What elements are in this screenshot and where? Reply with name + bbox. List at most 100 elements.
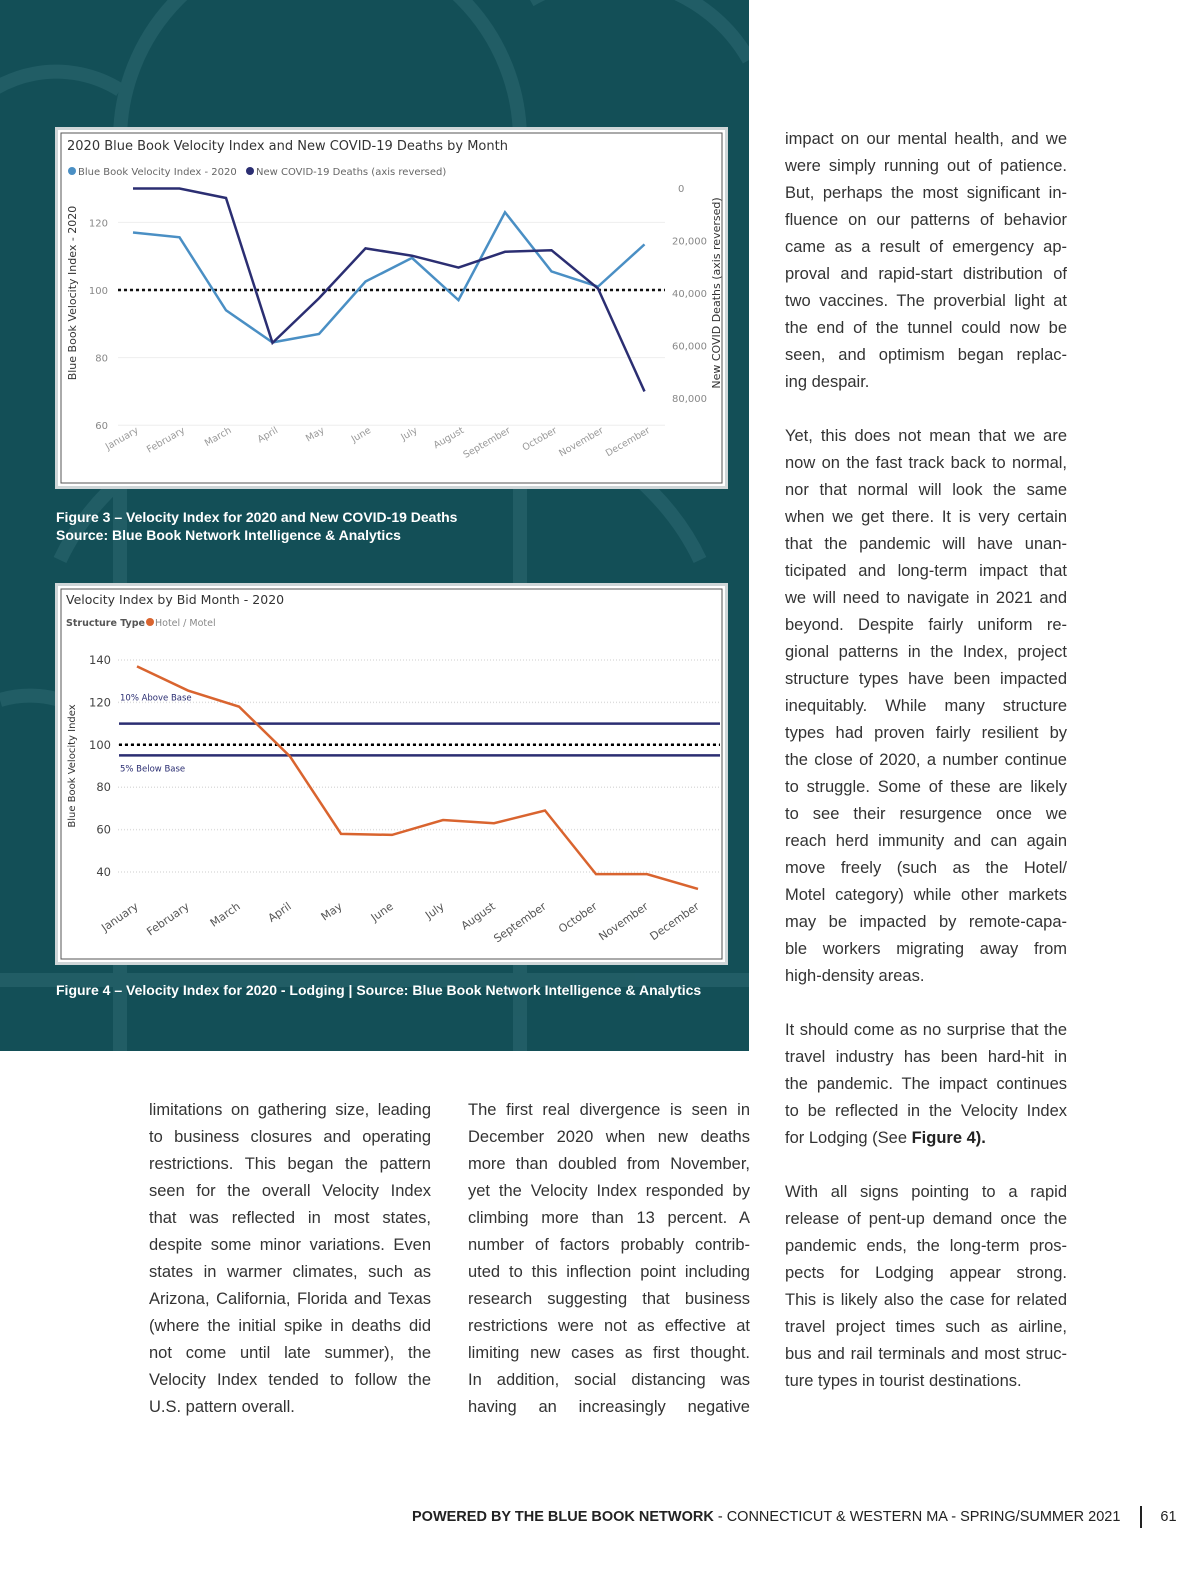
text-segment: the pandemic. The impact continues [785,1075,1067,1093]
text-line: In addition, social distancing was [468,1367,750,1394]
text-segment: two vaccines. The proverbial light at [785,292,1067,310]
x-tick-label: May [304,425,327,445]
text-line: But, perhaps the most significant in- [785,180,1067,207]
text-segment: that the pandemic will have unan- [785,535,1067,553]
text-segment: number of factors probably contrib- [468,1236,750,1254]
text-line: ture types in tourist destinations. [785,1368,1067,1395]
x-tick-label: September [491,900,549,946]
y-tick-label: 80 [95,354,108,365]
text-line: U.S. pattern overall. [149,1394,431,1421]
text-segment: restrictions. This began the pattern [149,1155,431,1173]
paragraph: With all signs pointing to a rapid releas… [785,1179,1067,1395]
text-line: to business closures and operating [149,1124,431,1151]
y-tick-label: 100 [89,738,111,752]
text-segment: But, perhaps the most significant in- [785,184,1067,202]
text-line: structure types have been impacted [785,666,1067,693]
y-tick-label: 120 [89,695,111,709]
text-segment: the end of the tunnel could now be [785,319,1067,337]
y2-tick-label: 80,000 [672,394,707,405]
text-segment: December 2020 when new deaths [468,1128,750,1146]
x-tick-label: May [319,900,345,924]
text-line: the close of 2020, a number continue [785,747,1067,774]
text-line: gional patterns in the Index, project [785,639,1067,666]
text-segment: structure types have been impacted [785,670,1067,688]
legend-label: Hotel / Motel [155,618,216,629]
y-axis-title: Blue Book Velocity Index [67,704,78,827]
lodging-velocity-chart: Velocity Index by Bid Month - 2020 Struct… [55,583,728,965]
footer-brand: POWERED BY THE BLUE BOOK NETWORK [412,1508,714,1525]
y-axis-title: Blue Book Velocity Index - 2020 [66,206,79,381]
text-segment: came as a result of emergency ap- [785,238,1067,256]
text-line: reach herd immunity and can again [785,828,1067,855]
text-line: seen, and optimism began replac- [785,342,1067,369]
x-tick-label: August [432,425,467,451]
text-line: that was reflected in most states, [149,1205,431,1232]
x-tick-label: September [462,425,513,461]
text-line: Yet, this does not mean that we are [785,423,1067,450]
text-segment: climbing more than 13 percent. A [468,1209,750,1227]
y2-tick-label: 40,000 [672,289,707,300]
text-line: nor that normal will look the same [785,477,1067,504]
text-line: December 2020 when new deaths [468,1124,750,1151]
legend-marker [146,618,154,626]
paragraph: impact on our mental health, and we were … [785,126,1067,396]
page-footer: POWERED BY THE BLUE BOOK NETWORK - CONNE… [412,1506,1177,1528]
text-segment: Velocity Index tended to follow the [149,1371,431,1389]
text-segment: types had proven fairly resilient by [785,724,1067,742]
text-line: now on the fast track back to normal, [785,450,1067,477]
text-line: proval and rapid-start distribution of [785,261,1067,288]
text-line: research suggesting that business [468,1286,750,1313]
text-line: may be impacted by remote-capa- [785,909,1067,936]
x-tick-label: December [648,900,703,944]
text-segment: pects for Lodging appear strong. [785,1264,1067,1282]
text-segment: In addition, social distancing was [468,1371,750,1389]
text-segment: seen, and optimism began replac- [785,346,1067,364]
text-segment: ing despair. [785,373,870,391]
legend-marker [68,167,76,175]
text-line: to struggle. Some of these are likely [785,774,1067,801]
text-segment: gional patterns in the Index, project [785,643,1067,661]
text-column-3: impact on our mental health, and we were … [785,126,1067,1422]
text-line: release of pent-up demand once the [785,1206,1067,1233]
x-tick-label: January [103,425,141,453]
text-segment: yet the Velocity Index responded by [468,1182,750,1200]
text-segment: travel industry has been hard-hit in [785,1048,1067,1066]
text-segment: not come until late summer), the [149,1344,431,1362]
text-line: we will need to navigate in 2021 and [785,585,1067,612]
text-line: pandemic ends, the long-term pros- [785,1233,1067,1260]
figure-reference: Figure 4 [911,1129,976,1147]
text-line: uted to this inflection point including [468,1259,750,1286]
text-line: came as a result of emergency ap- [785,234,1067,261]
hotel-motel-line [136,665,699,891]
y-tick-label: 120 [89,218,108,229]
text-line: limiting new cases as first thought. [468,1340,750,1367]
figure-reference: ). [975,1129,986,1147]
x-tick-label: August [459,899,499,932]
text-line: climbing more than 13 percent. A [468,1205,750,1232]
text-line: Arizona, California, Florida and Texas [149,1286,431,1313]
text-line: to see their resurgence once we [785,801,1067,828]
text-segment: states in warmer climates, such as [149,1263,431,1281]
legend-label: Blue Book Velocity Index - 2020 [78,167,237,178]
text-line: seen for the overall Velocity Index [149,1178,431,1205]
x-tick-label: July [422,900,447,923]
text-line: It should come as no surprise that the [785,1017,1067,1044]
y-tick-label: 100 [89,286,108,297]
text-segment: nor that normal will look the same [785,481,1067,499]
chart-svg: 2020 Blue Book Velocity Index and New CO… [60,132,723,484]
text-line: ble workers migrating away from [785,936,1067,963]
text-line: the end of the tunnel could now be [785,315,1067,342]
y-tick-label: 80 [96,780,111,794]
legend-marker [246,167,254,175]
text-line: two vaccines. The proverbial light at [785,288,1067,315]
x-tick-label: November [557,425,605,459]
text-line: move freely (such as the Hotel/ [785,855,1067,882]
paragraph: The first real divergence is seen in Dece… [468,1097,750,1421]
text-line: restrictions were not as effective at [468,1313,750,1340]
text-segment: for Lodging (See [785,1129,912,1147]
text-segment: high-density areas. [785,967,925,985]
text-segment: release of pent-up demand once the [785,1210,1067,1228]
text-segment: The first real divergence is seen in [468,1101,750,1119]
text-column-2: The first real divergence is seen in Dece… [468,1097,750,1448]
text-line: were simply running out of patience. [785,153,1067,180]
